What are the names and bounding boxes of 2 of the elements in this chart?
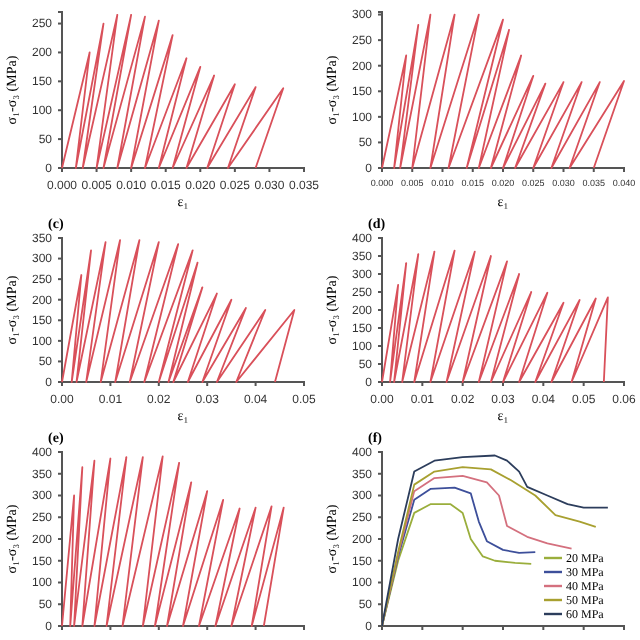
line-series [381, 249, 609, 383]
line-series [381, 13, 625, 169]
